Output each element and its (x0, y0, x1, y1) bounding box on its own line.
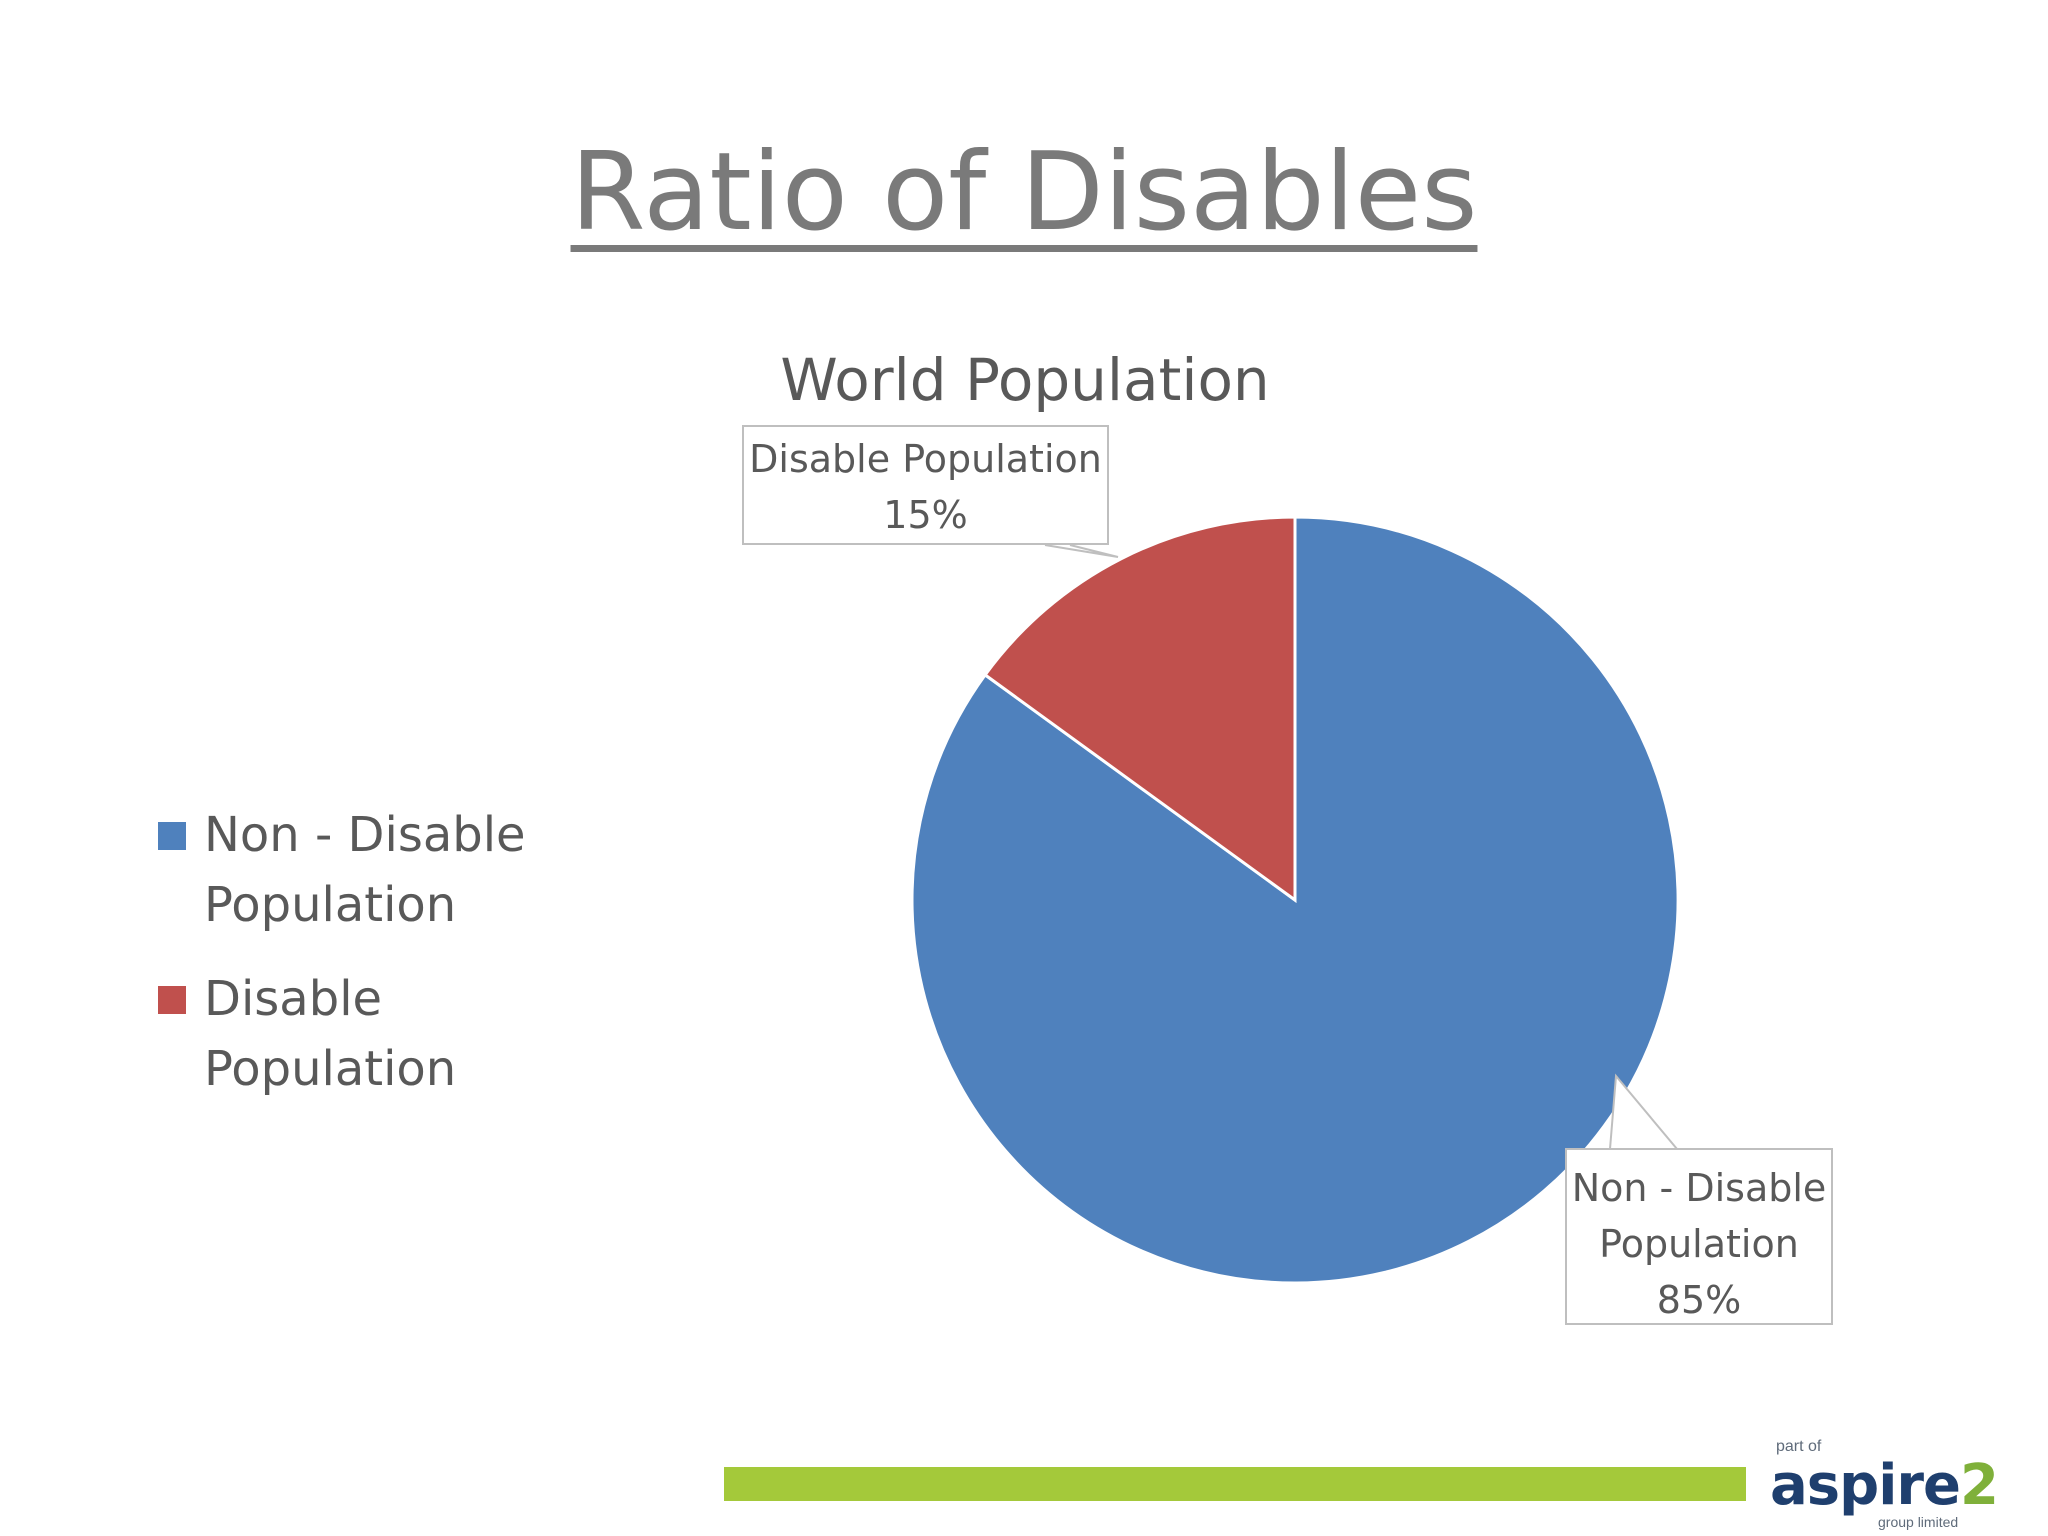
data-label-disable: Disable Population 15% (742, 425, 1109, 545)
data-label-disable-line-1: Disable Population (749, 437, 1102, 481)
data-label-non-disable: Non - Disable Population 85% (1565, 1148, 1833, 1325)
legend-swatch-disable (158, 986, 186, 1014)
data-label-non-disable-value: 85% (1656, 1278, 1742, 1322)
aspire2-logo: part of aspire2 group limited (1770, 1436, 2030, 1532)
data-label-non-disable-line-2: Population (1599, 1222, 1799, 1266)
logo-wordmark-text: aspire (1770, 1453, 1961, 1518)
slide-title: Ratio of Disables (570, 130, 1478, 255)
chart-legend: Non - Disable Population Disable Populat… (158, 800, 578, 1128)
pie-slice-disable (983, 515, 1297, 903)
leader-line-non-disable (1609, 1073, 1678, 1150)
logo-wordmark-suffix: 2 (1960, 1453, 1999, 1518)
footer-bar (724, 1467, 1746, 1501)
logo-wordmark: aspire2 (1770, 1453, 1999, 1518)
legend-swatch-non-disable (158, 822, 186, 850)
legend-label-non-disable: Non - Disable Population (204, 807, 526, 933)
logo-tagline-bottom: group limited (1878, 1514, 1959, 1530)
legend-item-non-disable: Non - Disable Population (158, 800, 578, 940)
chart-title: World Population (780, 346, 1270, 414)
data-label-non-disable-line-1: Non - Disable (1571, 1166, 1827, 1210)
legend-label-disable: Disable Population (204, 971, 457, 1097)
logo-tagline-top: part of (1776, 1438, 1822, 1455)
leader-line-disable (1044, 544, 1119, 558)
data-label-disable-value: 15% (883, 493, 968, 537)
legend-item-disable: Disable Population (158, 964, 578, 1104)
